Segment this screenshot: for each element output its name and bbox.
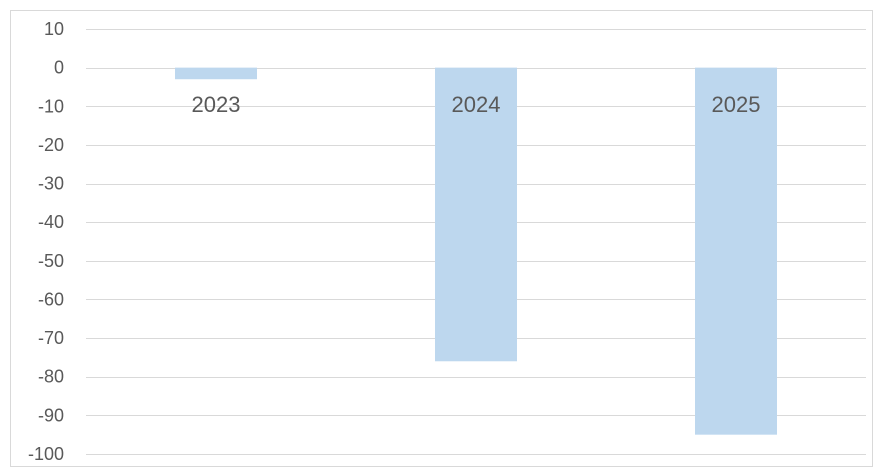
bars [175,67,777,435]
y-tick-label: -20 [38,135,64,155]
category-label: 2024 [452,92,501,117]
y-tick-label: -90 [38,405,64,425]
y-tick-label: -80 [38,367,64,387]
y-tick-label: -100 [28,444,64,464]
chart-border [10,10,873,467]
bar-2024 [435,67,517,362]
y-axis-tick-labels: 10 0 -10 -20 -30 -40 -50 -60 -70 -80 -90 -100 [28,19,64,464]
y-tick-label: -30 [38,174,64,194]
y-tick-label: -40 [38,212,64,232]
y-tick-label: -50 [38,251,64,271]
y-tick-label: -10 [38,96,64,116]
category-label: 2023 [192,92,241,117]
category-labels: 2023 2024 2025 [192,92,761,117]
bar-2025 [695,67,777,435]
category-label: 2025 [712,92,761,117]
y-tick-label: -60 [38,289,64,309]
y-tick-label: -70 [38,328,64,348]
y-tick-label: 10 [44,19,64,39]
y-tick-label: 0 [54,58,64,78]
bar-2023 [175,67,257,80]
